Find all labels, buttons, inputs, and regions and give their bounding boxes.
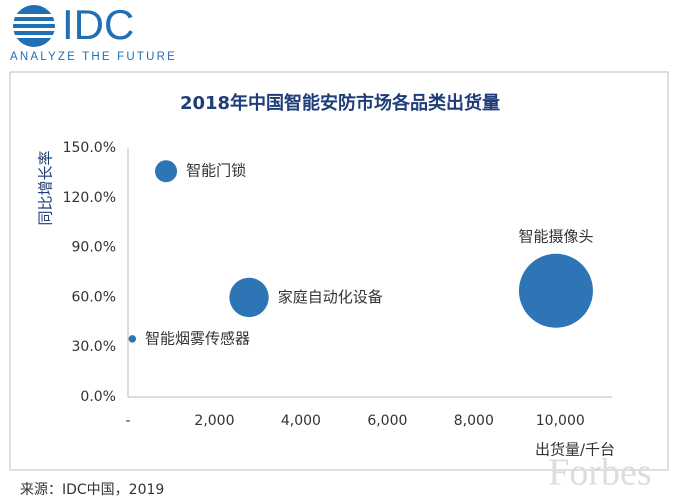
bubble [155,160,178,183]
x-tick-label: 10,000 [536,413,585,429]
logo-tagline: ANALYZE THE FUTURE [10,51,177,63]
bubble-label: 智能烟雾传感器 [145,329,250,347]
bubble-label: 家庭自动化设备 [278,288,383,306]
y-tick-label: 0.0% [80,389,116,405]
x-tick-label: - [125,413,130,429]
y-tick-label: 60.0% [72,289,116,305]
watermark: Forbes [548,452,651,494]
y-tick-label: 90.0% [72,240,116,256]
bubble [128,335,137,343]
bubble [229,277,269,318]
x-tick-label: 2,000 [194,413,234,429]
source: 来源：IDC中国，2019 [20,482,164,498]
x-tick-label: 6,000 [367,413,407,429]
x-axis-title: 出货量/千台 [535,441,615,459]
y-tick-label: 30.0% [72,339,116,355]
logo-icon [12,5,56,47]
bubble [518,253,593,328]
chart-frame [9,71,669,471]
chart-title: 2018年中国智能安防市场各品类出货量 [180,92,500,114]
bubble-label: 智能门锁 [186,162,246,180]
y-axis-title: 同比增长率 [37,150,55,225]
y-tick-label: 120.0% [63,190,116,206]
y-tick-label: 150.0% [63,140,116,156]
logo-text: IDC [62,1,134,48]
x-tick-label: 8,000 [454,413,494,429]
bubble-label: 智能摄像头 [518,227,593,245]
x-tick-label: 4,000 [281,413,321,429]
